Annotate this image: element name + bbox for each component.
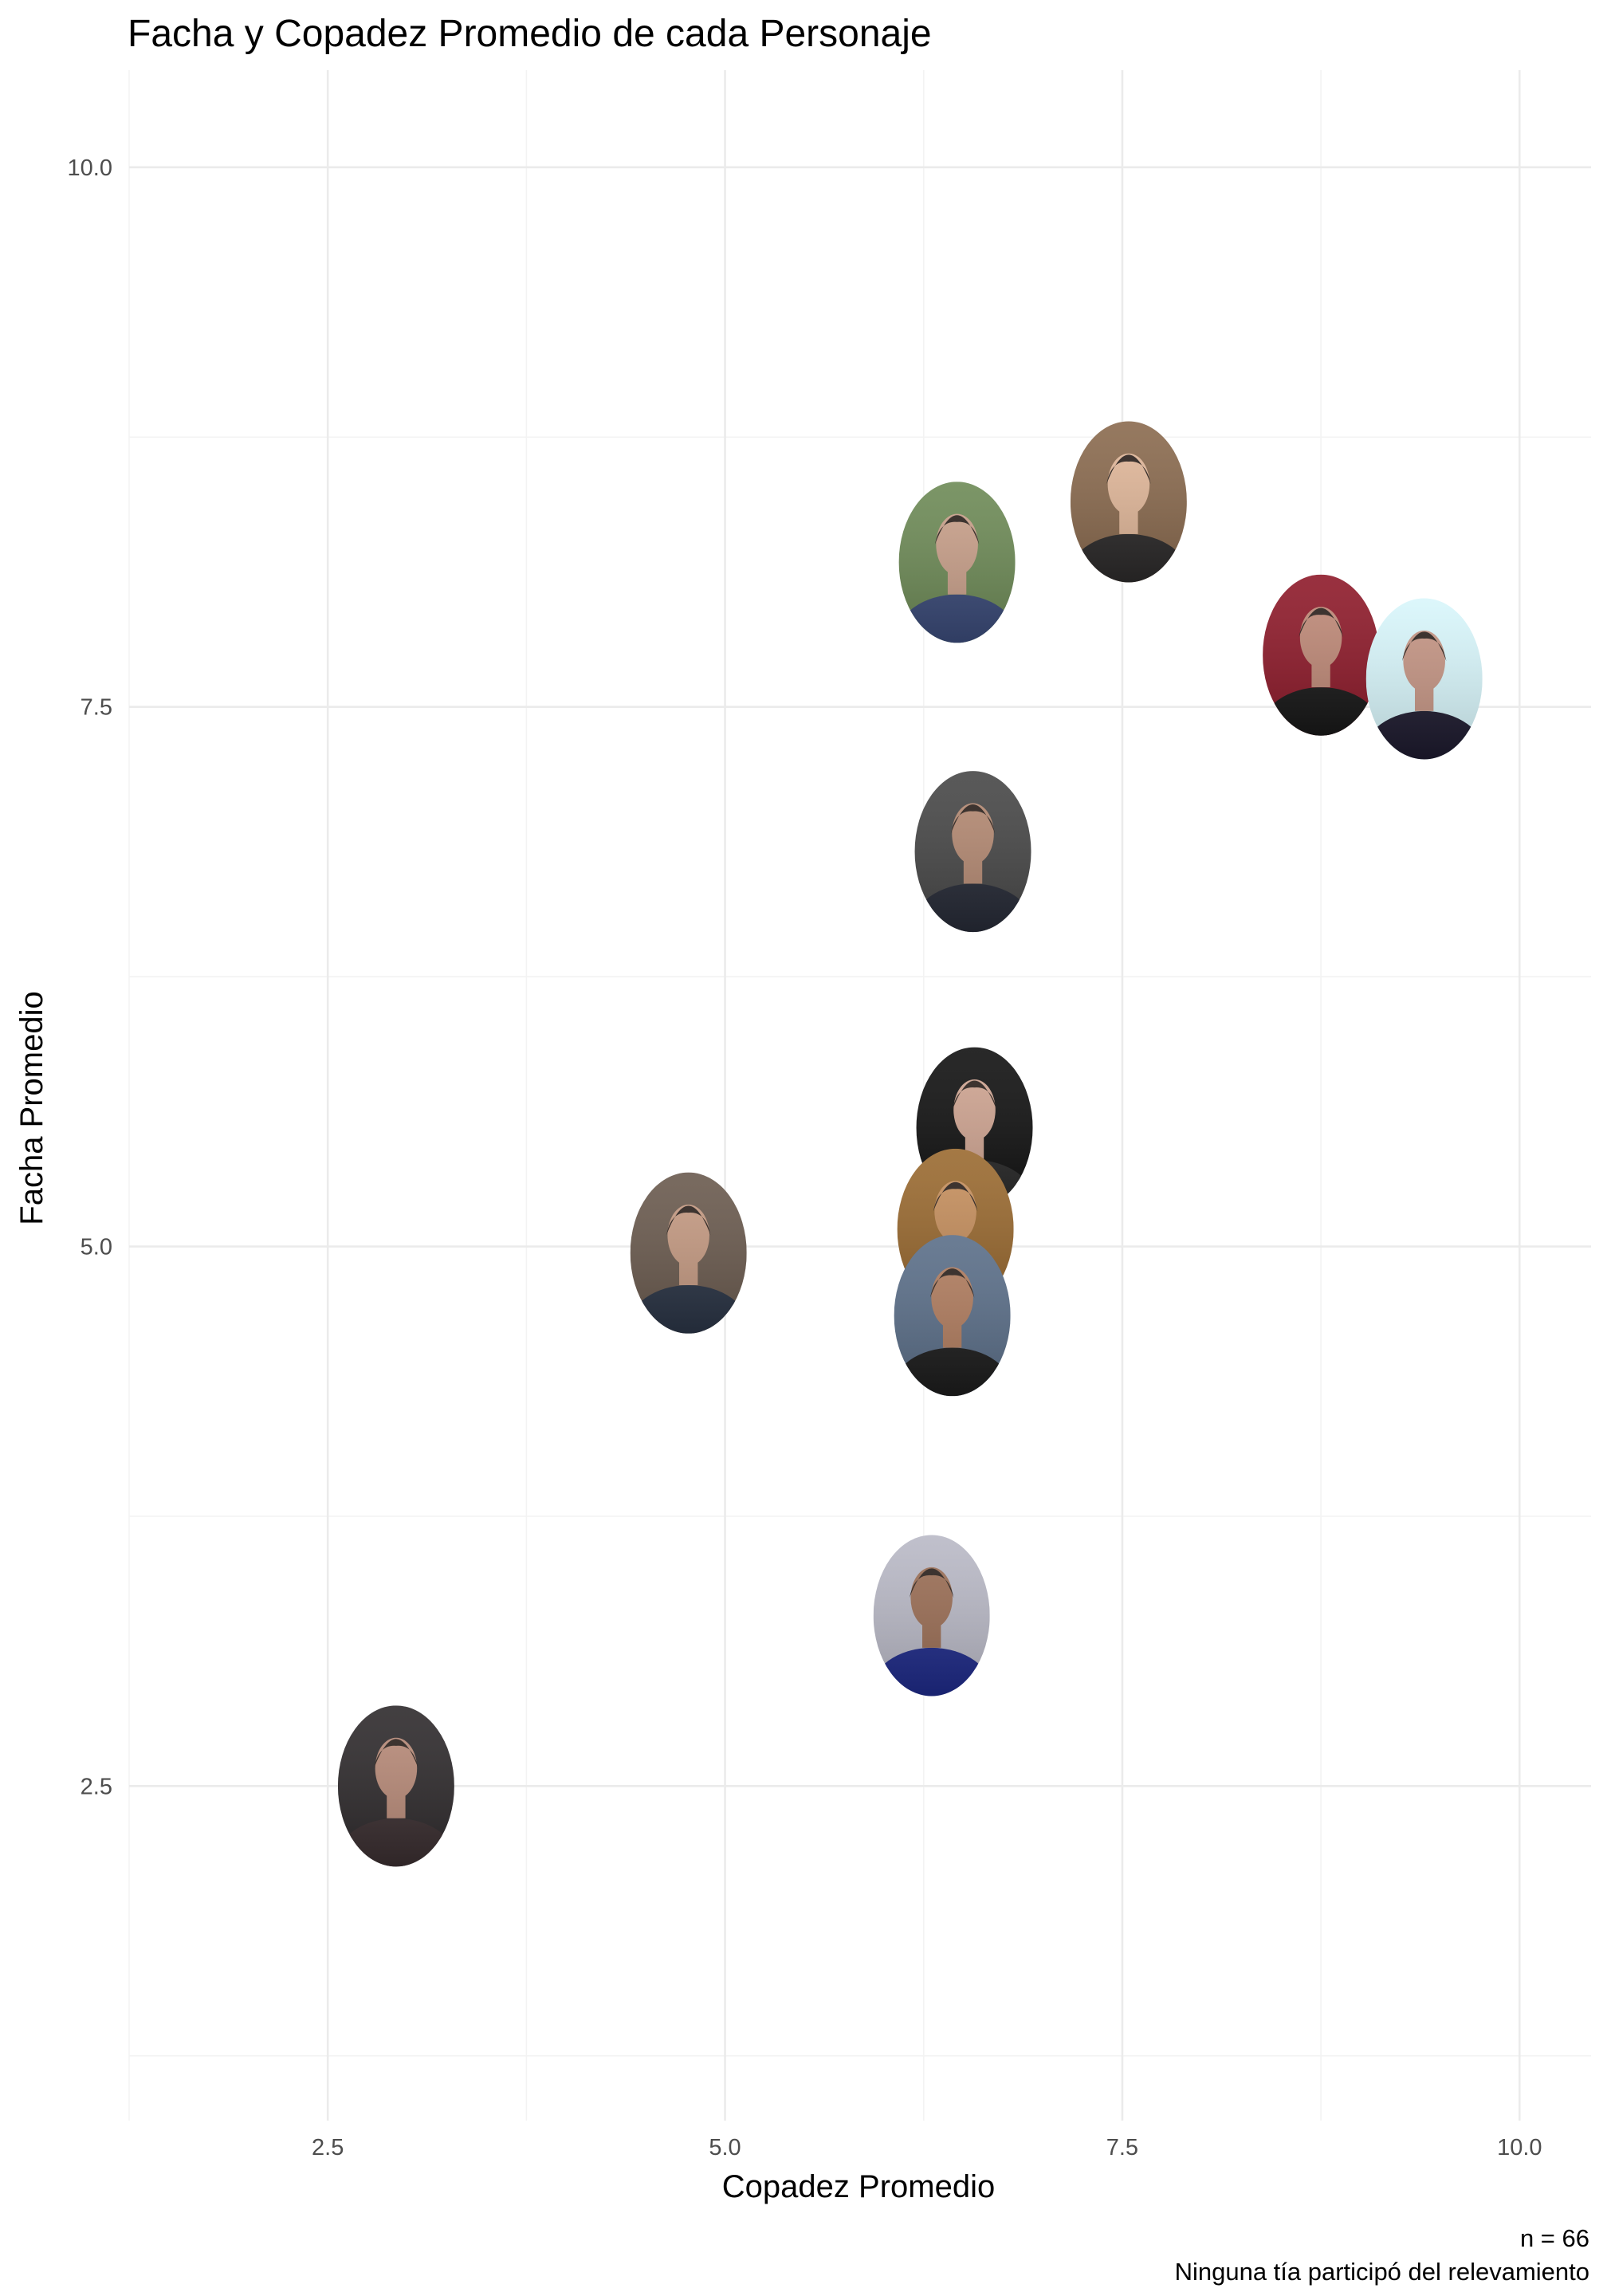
- y-tick-label: 2.5: [81, 1774, 112, 1799]
- data-point: [1365, 598, 1483, 760]
- y-tick-label: 10.0: [68, 155, 112, 181]
- chart-title: Facha y Copadez Promedio de cada Persona…: [128, 13, 932, 55]
- y-tick-label: 5.0: [81, 1235, 112, 1260]
- y-axis-tick-labels: 2.5 5.0 7.5 10.0: [68, 155, 112, 1800]
- data-points: [337, 421, 1483, 1867]
- data-point: [898, 482, 1016, 643]
- data-point: [914, 771, 1031, 933]
- data-point: [1070, 421, 1187, 583]
- y-axis-title: Facha Promedio: [14, 991, 49, 1225]
- x-axis-title: Copadez Promedio: [722, 2169, 995, 2204]
- data-point: [894, 1235, 1011, 1397]
- gridlines: [128, 70, 1591, 2121]
- data-point: [337, 1705, 454, 1867]
- caption-note: Ninguna tía participó del relevamiento: [1175, 2258, 1589, 2286]
- x-tick-label: 2.5: [312, 2135, 344, 2160]
- data-point: [630, 1172, 747, 1334]
- x-axis-tick-labels: 2.5 5.0 7.5 10.0: [312, 2135, 1542, 2160]
- x-tick-label: 7.5: [1106, 2135, 1138, 2160]
- caption-n: n = 66: [1520, 2224, 1589, 2252]
- y-tick-label: 7.5: [81, 695, 112, 721]
- data-point: [873, 1535, 990, 1696]
- x-tick-label: 5.0: [709, 2135, 741, 2160]
- data-point: [1263, 574, 1380, 736]
- x-tick-label: 10.0: [1497, 2135, 1542, 2160]
